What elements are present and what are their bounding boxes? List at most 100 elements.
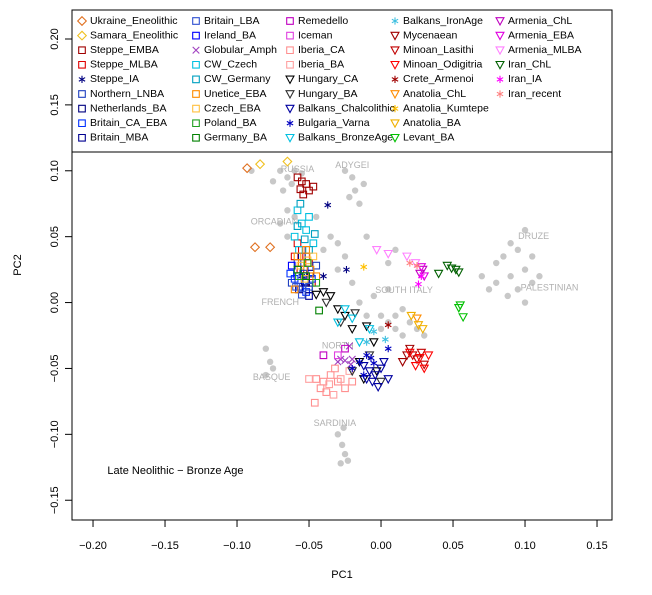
data-point	[287, 261, 296, 270]
plot-frame	[71, 9, 613, 521]
legend-label: Crete_Armenoi	[403, 73, 474, 85]
legend-label: Czech_EBA	[204, 102, 261, 114]
data-point	[326, 371, 335, 379]
data-point	[319, 351, 328, 360]
legend-marker	[496, 90, 504, 98]
data-point	[309, 182, 318, 191]
legend-marker	[286, 119, 294, 127]
data-point	[458, 313, 468, 323]
legend-marker	[192, 90, 200, 98]
data-point	[310, 230, 319, 238]
reference-point	[507, 273, 514, 280]
legend-label: Anatolia_Kumtepe	[403, 102, 489, 114]
reference-point	[478, 273, 486, 280]
legend-marker	[192, 119, 200, 128]
reference-point	[351, 187, 359, 194]
legend-label: Globular_Amph	[204, 44, 277, 56]
population-label: PALESTINIAN	[521, 282, 579, 292]
reference-point	[341, 253, 349, 260]
legend-label: Steppe_MLBA	[90, 59, 158, 71]
reference-point	[356, 299, 363, 306]
reference-point	[377, 325, 385, 333]
reference-point	[288, 180, 295, 188]
y-tick-label: 0.15	[49, 94, 61, 115]
data-point	[406, 259, 414, 267]
reference-point	[298, 170, 306, 177]
legend-marker	[285, 75, 295, 85]
legend-label: Minoan_Lasithi	[403, 44, 474, 56]
legend-marker	[192, 104, 200, 113]
population-label: DRUZE	[518, 231, 549, 241]
legend-marker	[192, 46, 200, 54]
data-point	[322, 388, 331, 397]
data-point	[254, 159, 266, 170]
data-point	[347, 325, 358, 335]
x-tick-label: 0.15	[586, 540, 607, 552]
data-point	[290, 232, 299, 241]
legend-marker	[390, 90, 400, 100]
x-tick-label: −0.10	[223, 540, 251, 552]
data-point	[333, 351, 342, 360]
reference-point	[277, 167, 284, 174]
y-tick-label: −0.05	[49, 355, 61, 383]
x-tick-label: 0.05	[442, 540, 463, 552]
data-point	[282, 156, 293, 167]
reference-point	[284, 174, 291, 181]
data-point	[292, 282, 300, 291]
data-point	[310, 398, 319, 407]
data-point	[332, 305, 343, 315]
reference-point	[334, 431, 342, 438]
data-point	[312, 278, 321, 287]
reference-point	[504, 292, 511, 300]
reference-point	[266, 358, 274, 366]
legend-marker	[192, 133, 200, 142]
data-point	[412, 314, 422, 324]
data-point	[295, 245, 303, 254]
data-point	[249, 242, 261, 253]
x-axis-label: PC1	[331, 569, 352, 581]
data-point	[348, 355, 356, 363]
reference-point	[514, 246, 522, 254]
data-point	[354, 338, 365, 348]
y-tick-label: 0.10	[49, 160, 61, 181]
reference-point	[392, 312, 399, 319]
data-point	[373, 383, 384, 393]
data-point	[316, 384, 325, 393]
y-tick-label: −0.10	[49, 420, 61, 448]
reference-point	[269, 365, 277, 372]
data-point	[305, 282, 313, 291]
legend-marker	[286, 60, 294, 69]
data-point	[341, 384, 349, 393]
reference-point	[521, 299, 529, 306]
legend-label: Minoan_Odigitria	[403, 59, 483, 71]
data-point	[363, 338, 371, 346]
reference-point	[349, 279, 356, 286]
x-tick-label: 0.10	[514, 540, 535, 552]
reference-point	[370, 292, 378, 300]
legend-marker	[192, 60, 200, 69]
legend-marker	[192, 75, 200, 84]
data-point	[345, 342, 354, 350]
data-point	[293, 222, 302, 230]
data-point	[343, 265, 350, 274]
reference-point	[529, 279, 536, 286]
data-point	[360, 371, 368, 379]
data-point	[383, 249, 394, 259]
legend-marker	[391, 104, 399, 113]
data-point	[293, 206, 302, 215]
data-point	[348, 364, 356, 373]
legend-label: Balkans_IronAge	[403, 15, 483, 27]
data-point	[367, 354, 375, 362]
legend-label: Unetice_EBA	[204, 88, 266, 100]
data-point	[332, 318, 343, 328]
legend-label: Iran_ChL	[508, 59, 551, 71]
data-point	[334, 358, 342, 366]
data-point	[358, 361, 369, 371]
reference-point	[262, 371, 270, 379]
data-point	[347, 314, 358, 324]
legend-label: Armenia_MLBA	[508, 44, 582, 56]
legend-marker	[495, 31, 505, 41]
legend-marker	[78, 119, 86, 128]
data-point	[309, 252, 318, 261]
legend-label: Armenia_EBA	[508, 29, 574, 41]
